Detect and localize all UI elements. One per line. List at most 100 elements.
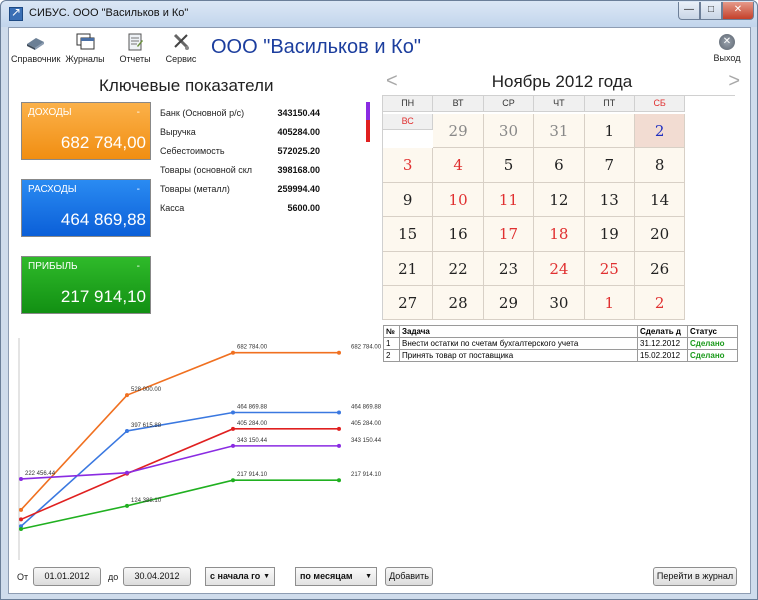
chart-data-label: 464 869.88 [351, 404, 381, 410]
toolbar-journals-button[interactable]: Журналы [65, 32, 105, 64]
table-row[interactable]: 1 Внести остатки по счетам бухгалтерског… [383, 337, 738, 350]
main-area: Справочник Журналы Отчеты Сервис ООО "Ва… [8, 27, 751, 594]
task-number: 1 [383, 337, 400, 350]
task-name: Принять товар от поставщика [399, 349, 638, 362]
calendar-day[interactable]: 31 [534, 114, 585, 149]
calendar-day[interactable]: 4 [433, 148, 484, 183]
calendar-day[interactable]: 15 [383, 217, 434, 252]
calendar-day[interactable]: 21 [383, 251, 434, 286]
calendar-day[interactable]: 27 [383, 285, 434, 321]
toolbar-reports-label: Отчеты [119, 54, 151, 64]
chart-data-label: 124 388.10 [131, 498, 162, 504]
period-mode-select[interactable]: с начала го ▼ [205, 567, 275, 586]
calendar-day[interactable]: 14 [634, 182, 686, 218]
calendar-day[interactable]: 24 [534, 251, 585, 286]
income-tile[interactable]: ДОХОДЫ - 682 784,00 [21, 102, 151, 160]
calendar-day[interactable]: 17 [483, 217, 535, 252]
chevron-down-icon: ▼ [263, 573, 270, 580]
calendar-day[interactable]: 2 [634, 114, 686, 149]
task-status: Сделано [687, 349, 738, 362]
toolbar-service-button[interactable]: Сервис [163, 32, 199, 64]
title-bar[interactable]: СИБУС. ООО "Васильков и Ко" — □ ✕ [1, 1, 757, 27]
calendar-day[interactable]: 13 [584, 182, 635, 218]
chart-point [19, 507, 23, 512]
close-button[interactable]: ✕ [722, 2, 754, 20]
calendar-day[interactable]: 6 [534, 148, 585, 183]
tasks-col-task[interactable]: Задача [399, 325, 638, 338]
balance-name: Товары (металл) [160, 184, 230, 194]
balance-value: 259994.40 [277, 184, 320, 194]
tasks-col-number[interactable]: № [383, 325, 400, 338]
goto-journal-button[interactable]: Перейти в журнал [653, 567, 737, 586]
weekday-header: СБ [634, 96, 686, 112]
calendar-day[interactable]: 30 [483, 114, 535, 149]
calendar-day[interactable]: 29 [483, 285, 535, 321]
table-row[interactable]: 2 Принять товар от поставщика 15.02.2012… [383, 349, 738, 362]
chevron-down-icon: ▼ [365, 573, 372, 580]
calendar-day[interactable]: 10 [433, 182, 484, 218]
profit-tile[interactable]: ПРИБЫЛЬ - 217 914,10 [21, 256, 151, 314]
exit-button[interactable]: ✕ Выход [707, 34, 747, 63]
book-icon [27, 38, 44, 50]
indicator-bars [366, 102, 370, 144]
balance-value: 398168.00 [277, 165, 320, 175]
tasks-header-row: № Задача Сделать д Статус [383, 325, 738, 338]
calendar-day[interactable]: 7 [584, 148, 635, 183]
calendar-day[interactable]: 19 [584, 217, 635, 252]
calendar-day[interactable]: 1 [584, 114, 635, 149]
chart-data-label: 682 784.00 [237, 345, 268, 351]
grouping-select[interactable]: по месяцам ▼ [295, 567, 377, 586]
calendar-day[interactable]: 22 [433, 251, 484, 286]
calendar-day[interactable]: 16 [433, 217, 484, 252]
chart-point [125, 428, 129, 433]
calendar-day[interactable]: 30 [534, 285, 585, 321]
toolbar-directory-button[interactable]: Справочник [11, 32, 61, 64]
expense-dash: - [136, 184, 140, 195]
calendar-day[interactable]: 1 [584, 285, 635, 321]
company-title: ООО "Васильков и Ко" [211, 36, 421, 58]
exit-icon: ✕ [719, 34, 735, 50]
calendar-day[interactable]: 28 [433, 285, 484, 321]
maximize-button[interactable]: □ [700, 2, 722, 20]
toolbar-journals-label: Журналы [65, 54, 105, 64]
calendar-day[interactable]: 2 [634, 285, 686, 321]
chart-data-label: 464 869.88 [237, 404, 268, 410]
chart-point [231, 443, 235, 448]
chart-point [231, 410, 235, 415]
calendar-day[interactable]: 3 [383, 148, 434, 183]
calendar-prev-button[interactable]: < [386, 70, 398, 92]
calendar-day[interactable]: 20 [634, 217, 686, 252]
calendar-day[interactable]: 9 [383, 182, 434, 218]
from-date-button[interactable]: 01.01.2012 [33, 567, 101, 586]
calendar-day[interactable]: 8 [634, 148, 686, 183]
calendar-day[interactable]: 5 [483, 148, 535, 183]
chart-point [337, 478, 341, 483]
calendar-day[interactable]: 26 [634, 251, 686, 286]
tasks-col-due[interactable]: Сделать д [637, 325, 688, 338]
calendar-day[interactable]: 29 [433, 114, 484, 149]
calendar-day[interactable]: 23 [483, 251, 535, 286]
chart-series-line [20, 479, 339, 530]
indicator-bar-red [366, 120, 370, 142]
chart-point [231, 350, 235, 355]
profit-dash: - [136, 261, 140, 272]
balance-row: Себестоимость 572025.20 [160, 146, 320, 165]
calendar-day[interactable]: 11 [483, 182, 535, 218]
expense-tile[interactable]: РАСХОДЫ - 464 869,88 [21, 179, 151, 237]
chart-data-label: 528 000.00 [131, 387, 162, 393]
to-date-button[interactable]: 30.04.2012 [123, 567, 191, 586]
chart-point [125, 393, 129, 398]
calendar-next-button[interactable]: > [728, 70, 740, 92]
task-name: Внести остатки по счетам бухгалтерского … [399, 337, 638, 350]
calendar-day[interactable]: 18 [534, 217, 585, 252]
task-number: 2 [383, 349, 400, 362]
calendar-day[interactable]: 25 [584, 251, 635, 286]
minimize-button[interactable]: — [678, 2, 700, 20]
chart-point [231, 478, 235, 483]
chart-series-line [20, 428, 339, 521]
calendar-day[interactable]: 12 [534, 182, 585, 218]
tasks-col-status[interactable]: Статус [687, 325, 738, 338]
toolbar-reports-button[interactable]: Отчеты [117, 32, 153, 64]
chart-series-line [20, 411, 339, 527]
add-button[interactable]: Добавить [385, 567, 433, 586]
